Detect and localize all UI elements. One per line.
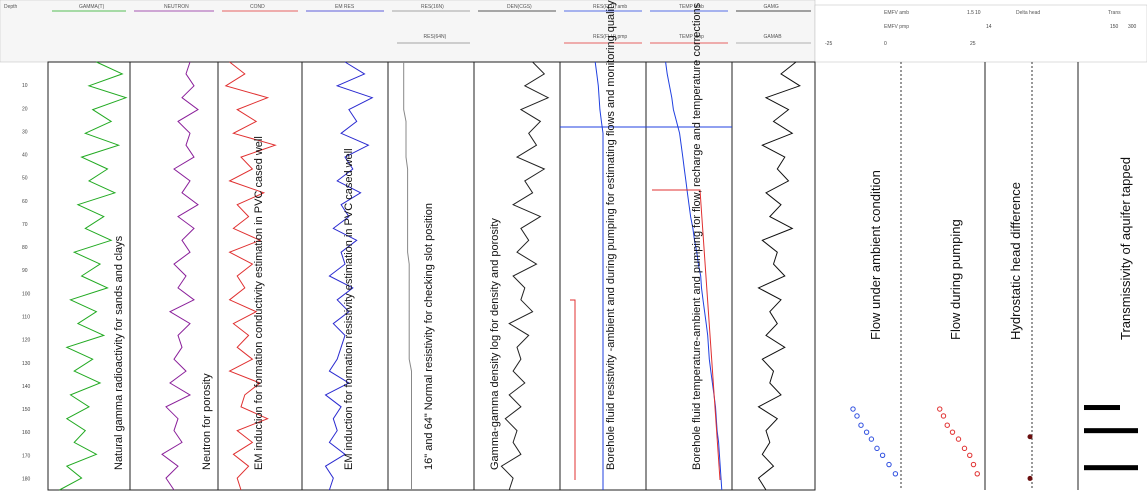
- track-frame: [731, 61, 816, 491]
- flow-ambient-annotation: Flow under ambient condition: [868, 170, 883, 340]
- log-curve-temp-pmp: [652, 189, 721, 481]
- flow-ambient-point: [892, 471, 899, 477]
- flow-ambient-point: [879, 452, 886, 458]
- flow-pumping-point: [940, 413, 947, 419]
- log-curve-den: [500, 61, 550, 491]
- depth-tick-label: 180: [22, 476, 31, 482]
- flow-ambient-point: [868, 436, 875, 442]
- depth-tick-label: 130: [22, 361, 31, 367]
- track-annotation: Neutron for porosity: [201, 373, 213, 470]
- log-curve-flu-pmp: [570, 299, 576, 480]
- flow-ambient-point: [863, 429, 870, 435]
- track-frame: [473, 61, 561, 491]
- depth-header: Depth: [4, 4, 18, 10]
- flow-pumping-point: [970, 461, 977, 468]
- right-header-value: 0: [884, 41, 887, 47]
- track-header: TEMP amb: [679, 4, 704, 10]
- flow-pumping-point: [961, 445, 968, 452]
- right-header-band: [814, 4, 1147, 63]
- transmissivity-annotation: Transmissivity of aquifer tapped: [1118, 157, 1133, 340]
- track-header: RES(FLU) amb: [593, 4, 627, 10]
- flow-pumping-point: [944, 422, 950, 428]
- track-header: DEN(CGS): [507, 4, 532, 10]
- right-header: Trans: [1108, 10, 1121, 16]
- depth-tick-label: 80: [22, 245, 28, 251]
- flow-pumping-annotation: Flow during pumping: [948, 219, 963, 340]
- track-header: COND: [250, 4, 265, 10]
- transmissivity-bar: [1084, 405, 1120, 411]
- depth-tick-label: 100: [22, 291, 31, 297]
- depth-tick-label: 20: [22, 106, 28, 112]
- track-annotation: EM induction for formation resistivity e…: [343, 148, 355, 470]
- depth-tick-label: 90: [22, 268, 28, 274]
- right-header: EMFV pmp: [884, 24, 909, 30]
- track-header: EM RES: [335, 4, 355, 10]
- log-curve-neutron: [161, 61, 199, 491]
- right-header-value: 10: [975, 10, 981, 16]
- depth-tick-label: 40: [22, 153, 28, 159]
- depth-tick-label: 10: [22, 83, 28, 89]
- flow-pumping-point: [967, 452, 973, 458]
- header-band: [0, 0, 816, 63]
- transmissivity-bar: [1084, 465, 1138, 471]
- depth-tick-label: 110: [22, 314, 30, 320]
- log-curve-res16: [403, 62, 412, 490]
- right-header: Delta head: [1016, 10, 1040, 16]
- flow-ambient-point: [854, 413, 860, 419]
- transmissivity-bar: [1084, 428, 1138, 434]
- right-header-value: 150: [1110, 24, 1119, 30]
- log-curve-gamma: [59, 61, 128, 491]
- track-annotation: Natural gamma radioactivity for sands an…: [113, 235, 125, 470]
- log-curve-flu_amb: [594, 61, 604, 490]
- track-annotation: 16" and 64" Normal resistivity for check…: [423, 203, 435, 470]
- right-header-value: 14: [986, 24, 992, 30]
- log-curve-temp_amb: [665, 61, 723, 491]
- head-point: [1027, 434, 1033, 440]
- depth-tick-label: 50: [22, 176, 28, 182]
- right-header: EMFV amb: [884, 10, 909, 16]
- flow-ambient-point: [874, 445, 880, 452]
- track-annotation: Borehole fluid resistivity -ambient and …: [605, 0, 617, 470]
- track-subheader: RES(FLU) pmp: [593, 34, 627, 40]
- track-subheader: GAMAB: [764, 34, 783, 40]
- head-annotation: Hydrostatic head difference: [1008, 182, 1023, 340]
- depth-tick-label: 120: [22, 338, 31, 344]
- right-header-value: 1.5: [967, 10, 974, 16]
- right-header-value: 25: [970, 41, 976, 47]
- track-header: GAMMA(T): [79, 4, 105, 10]
- track-annotation: EM induction for formation conductivity …: [253, 136, 265, 470]
- track-frame: [645, 61, 733, 491]
- track-header: NEUTRON: [164, 4, 189, 10]
- flow-ambient-point: [850, 406, 856, 412]
- depth-tick-label: 160: [22, 430, 31, 436]
- flow-pumping-point: [955, 436, 962, 442]
- track-annotation: Borehole fluid temperature-ambient and p…: [691, 2, 703, 470]
- depth-tick-label: 150: [22, 407, 31, 413]
- log-curve-cond: [224, 61, 277, 491]
- depth-tick-label: 60: [22, 199, 28, 205]
- depth-tick-label: 30: [22, 129, 28, 135]
- flow-pumping-point: [974, 471, 980, 477]
- track-subheader: TEMP pmp: [679, 34, 704, 40]
- flow-ambient-point: [886, 461, 892, 468]
- track-header: GAMG: [764, 4, 779, 10]
- flow-ambient-point: [858, 422, 864, 428]
- track-subheader: RES(64N): [424, 34, 447, 40]
- right-header-value: -25: [825, 41, 832, 47]
- depth-tick-label: 170: [22, 453, 31, 459]
- right-header-value: 300: [1128, 24, 1137, 30]
- depth-tick-label: 140: [22, 384, 31, 390]
- log-curve-gamg: [757, 61, 801, 491]
- flow-pumping-point: [937, 406, 943, 412]
- head-point: [1027, 475, 1033, 481]
- depth-tick-label: 70: [22, 222, 28, 228]
- flow-pumping-point: [949, 429, 956, 435]
- track-header: RES(16N): [421, 4, 444, 10]
- log-curve-emres: [324, 61, 374, 491]
- track-annotation: Gamma-gamma density log for density and …: [489, 218, 501, 470]
